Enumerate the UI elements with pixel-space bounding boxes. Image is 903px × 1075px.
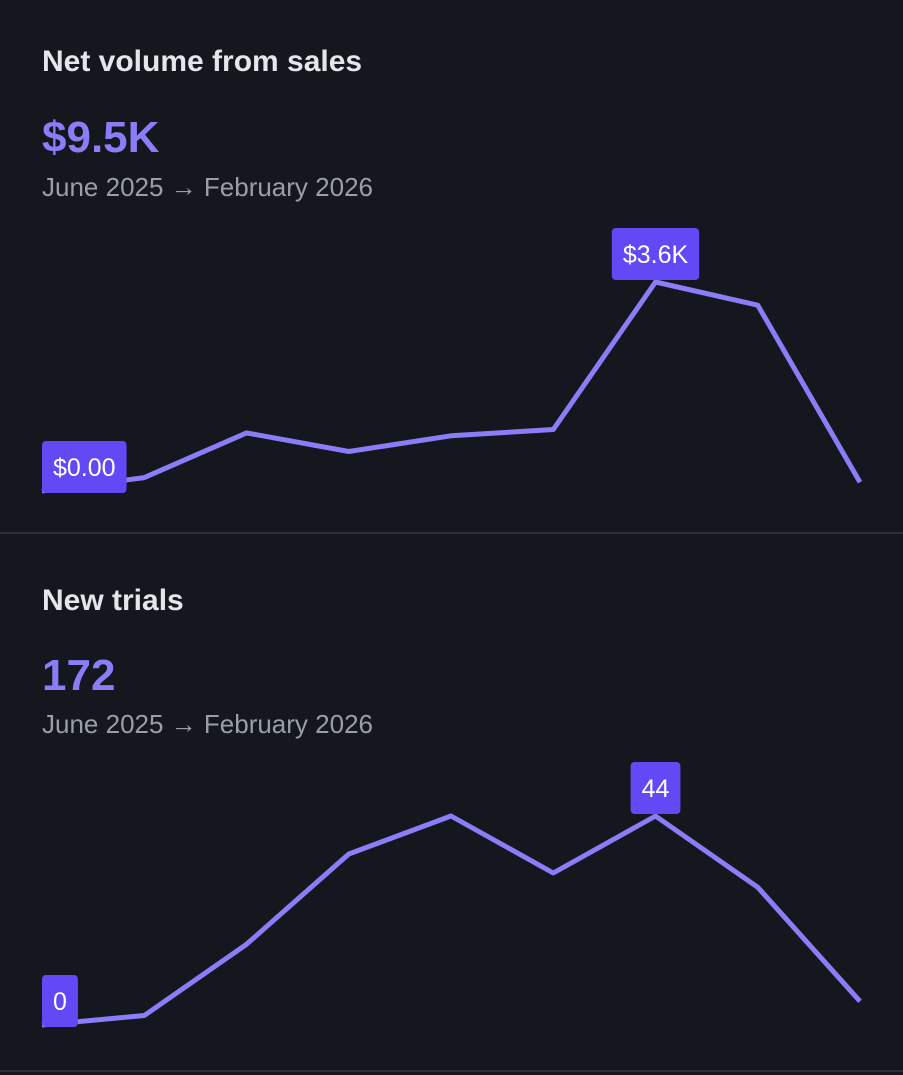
new-trials-chart: 0 44	[41, 762, 862, 1028]
new-trials-date-range: June 2025 → February 2026	[42, 709, 373, 739]
net-volume-total: $9.5K	[42, 113, 160, 162]
trials-data-label-0: 0	[42, 975, 78, 1027]
sales-data-label-1: $3.6K	[611, 228, 700, 280]
sales-series-line	[41, 279, 863, 494]
trials-data-label-box-0	[42, 975, 78, 1027]
trials-data-label-text-1: 44	[642, 775, 670, 803]
sales-data-label-box-0	[42, 441, 127, 493]
card-divider-bottom	[0, 1070, 903, 1072]
new-trials-total: 172	[42, 651, 116, 700]
sales-data-label-0: $0.00	[42, 441, 127, 493]
trials-data-label-box-1	[630, 762, 681, 814]
net-volume-title: Net volume from sales	[42, 45, 363, 78]
net-volume-card[interactable]: Net volume from sales $9.5K June 2025 → …	[0, 0, 903, 534]
net-volume-chart: $0.00 $3.6K	[41, 228, 863, 494]
sales-data-label-text-1: $3.6K	[623, 241, 689, 269]
new-trials-card[interactable]: New trials 172 June 2025 → February 2026…	[0, 534, 903, 1071]
trials-series-line	[41, 813, 862, 1028]
net-volume-date-range: June 2025 → February 2026	[42, 172, 373, 202]
sales-data-label-text-0: $0.00	[53, 454, 116, 482]
sales-data-label-box-1	[611, 228, 700, 280]
card-divider	[0, 532, 903, 534]
trials-data-label-text-0: 0	[53, 988, 67, 1016]
new-trials-title: New trials	[42, 584, 184, 617]
trials-data-label-1: 44	[630, 762, 681, 814]
